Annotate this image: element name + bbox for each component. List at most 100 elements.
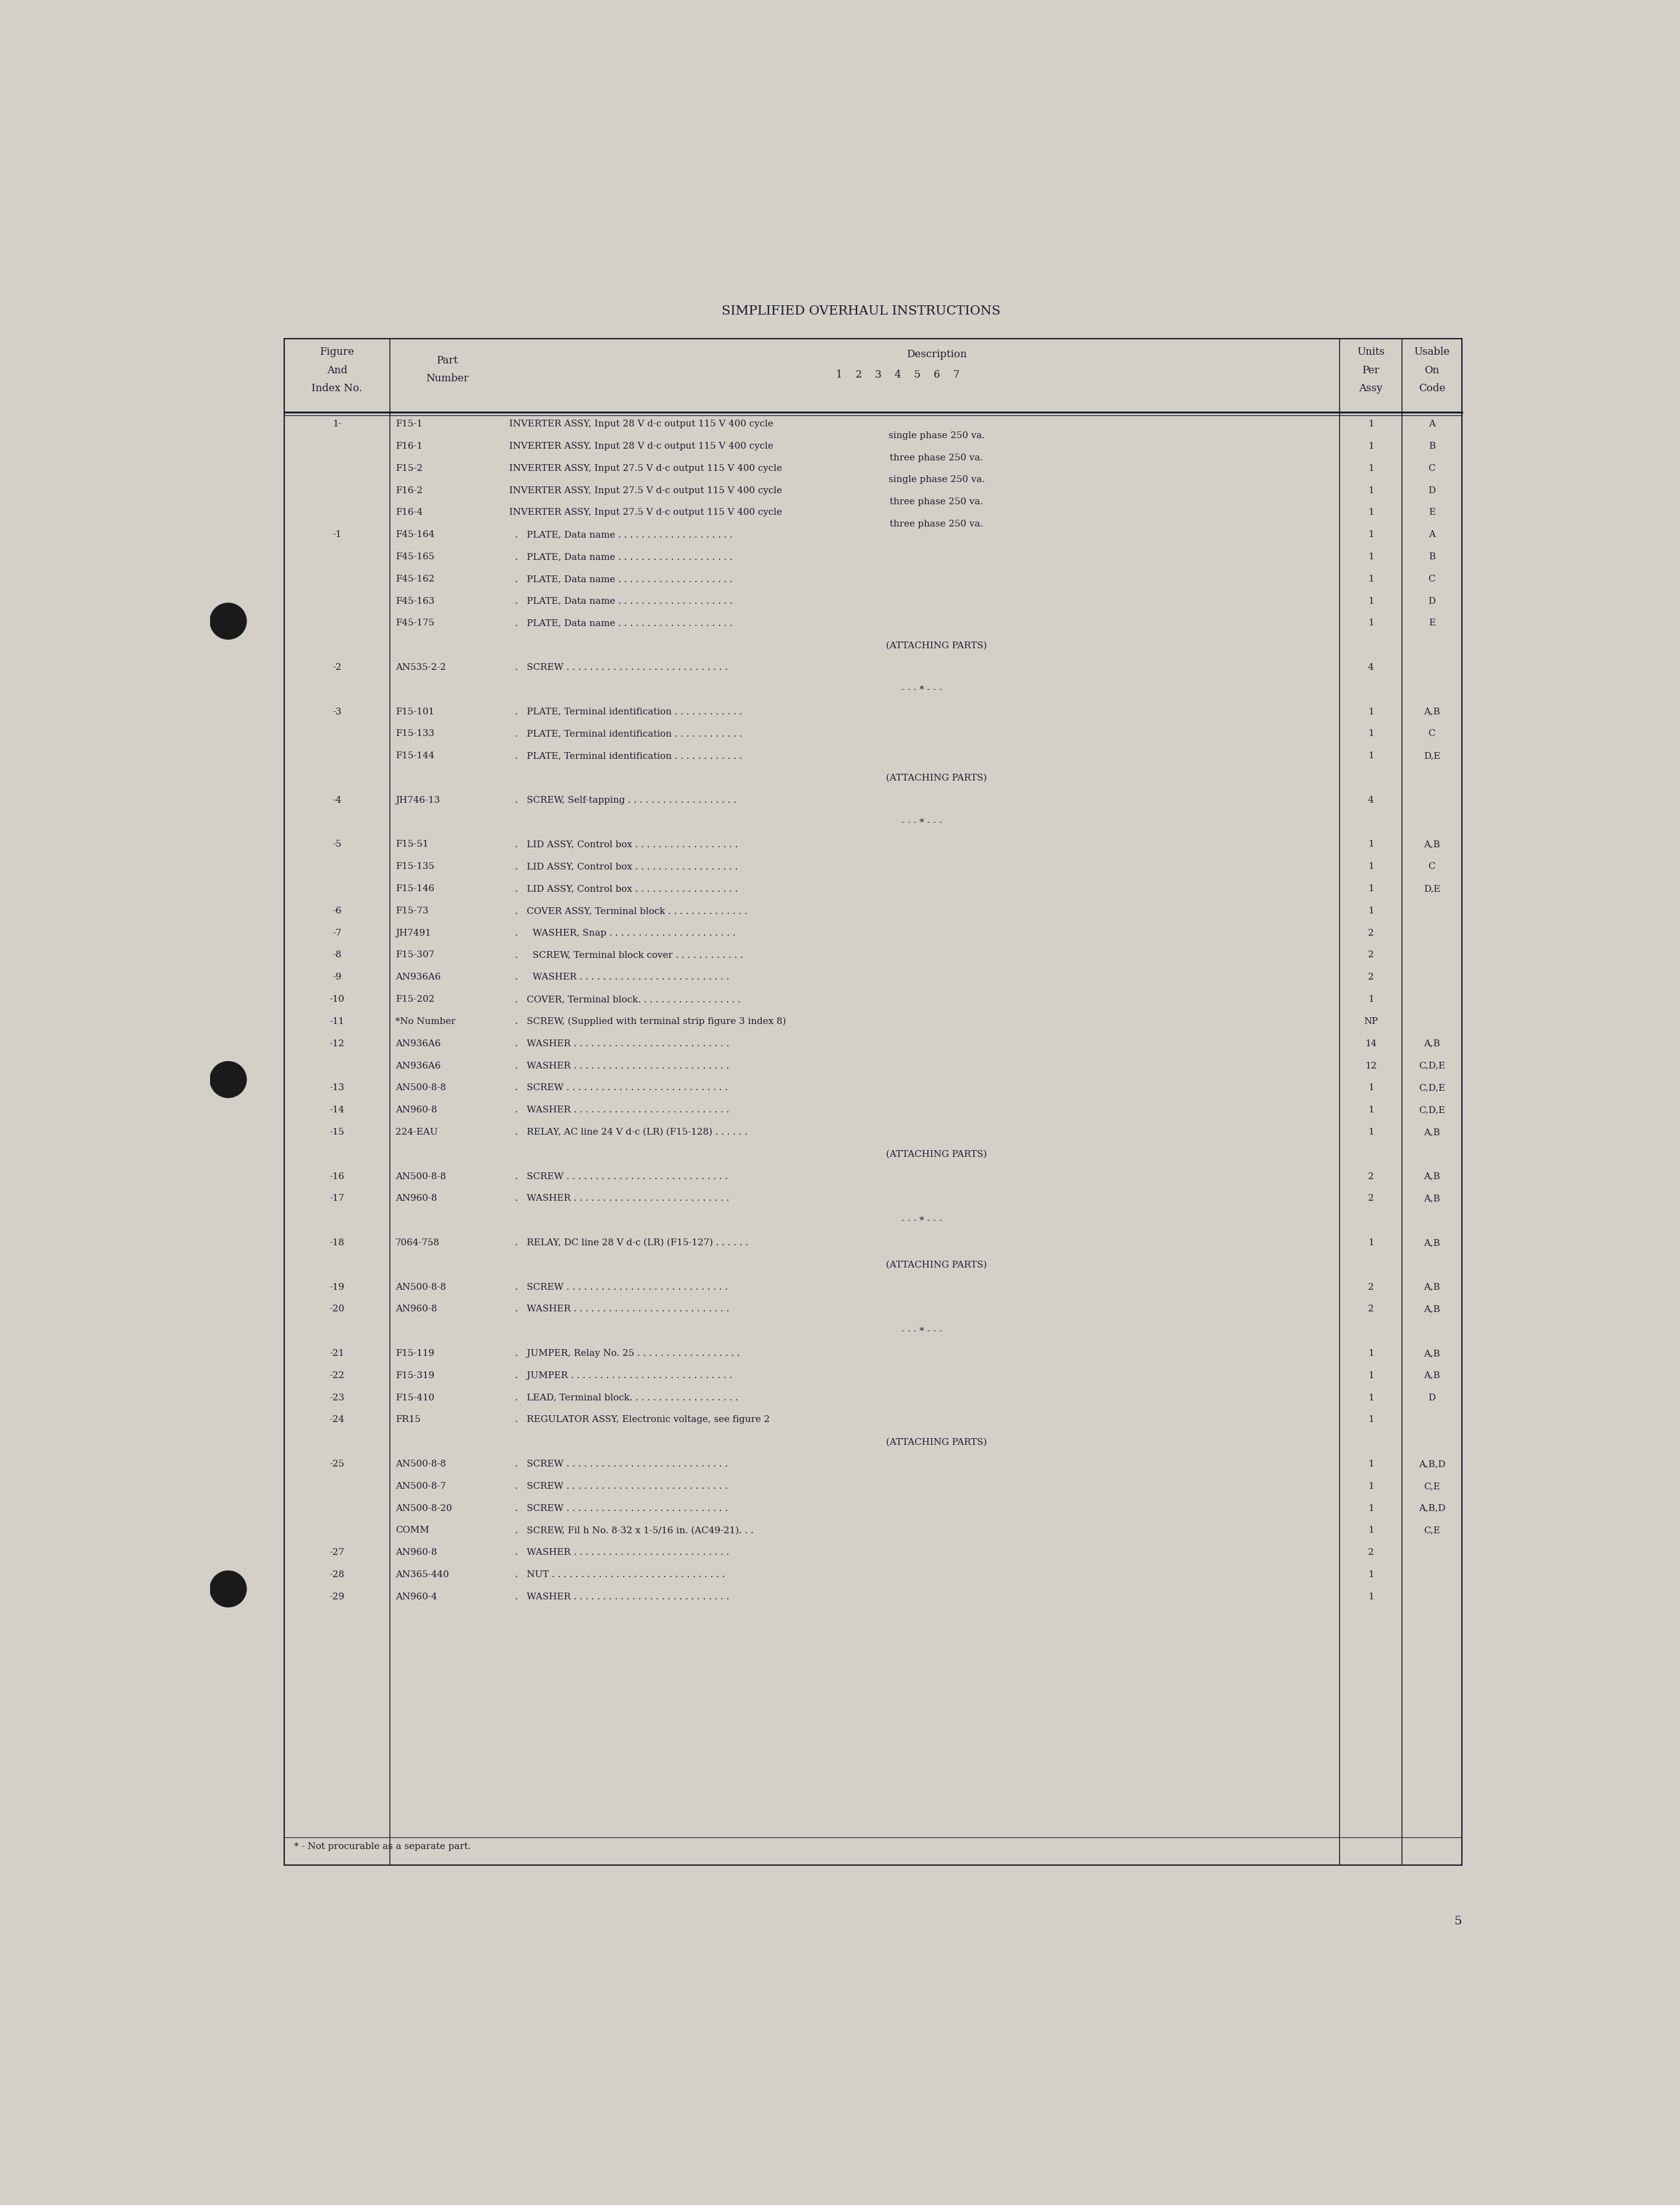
- Text: three phase 250 va.: three phase 250 va.: [890, 498, 983, 507]
- Text: F15-144: F15-144: [395, 752, 435, 761]
- Text: .   PLATE, Terminal identification . . . . . . . . . . . .: . PLATE, Terminal identification . . . .…: [509, 752, 743, 761]
- Text: .     SCREW, Terminal block cover . . . . . . . . . . . .: . SCREW, Terminal block cover . . . . . …: [509, 950, 743, 959]
- Text: 1: 1: [1368, 1372, 1374, 1380]
- Text: 2: 2: [1368, 1195, 1374, 1204]
- Text: F15-1: F15-1: [395, 419, 422, 428]
- Text: C: C: [1428, 862, 1435, 871]
- Text: C: C: [1428, 463, 1435, 472]
- Text: 1: 1: [1368, 1504, 1374, 1513]
- Text: 1: 1: [1368, 752, 1374, 761]
- Text: AN960-4: AN960-4: [395, 1592, 437, 1601]
- Text: Assy: Assy: [1359, 384, 1383, 395]
- Text: 1: 1: [1368, 884, 1374, 893]
- Text: -25: -25: [329, 1460, 344, 1469]
- Text: Part: Part: [437, 355, 459, 366]
- Text: INVERTER ASSY, Input 28 V d-c output 115 V 400 cycle: INVERTER ASSY, Input 28 V d-c output 115…: [509, 441, 773, 450]
- Text: A,B: A,B: [1423, 1305, 1440, 1314]
- Text: SIMPLIFIED OVERHAUL INSTRUCTIONS: SIMPLIFIED OVERHAUL INSTRUCTIONS: [722, 304, 1000, 318]
- Text: .   SCREW . . . . . . . . . . . . . . . . . . . . . . . . . . . .: . SCREW . . . . . . . . . . . . . . . . …: [509, 1283, 727, 1292]
- Text: INVERTER ASSY, Input 28 V d-c output 115 V 400 cycle: INVERTER ASSY, Input 28 V d-c output 115…: [509, 419, 773, 428]
- Text: F15-410: F15-410: [395, 1394, 435, 1402]
- Text: JH746-13: JH746-13: [395, 796, 440, 805]
- Text: 12: 12: [1364, 1061, 1376, 1069]
- Text: A,B: A,B: [1423, 1039, 1440, 1047]
- Text: F15-202: F15-202: [395, 994, 435, 1003]
- Text: -23: -23: [329, 1394, 344, 1402]
- Text: .   RELAY, AC line 24 V d-c (LR) (F15-128) . . . . . .: . RELAY, AC line 24 V d-c (LR) (F15-128)…: [509, 1127, 748, 1136]
- Text: .   SCREW, (Supplied with terminal strip figure 3 index 8): . SCREW, (Supplied with terminal strip f…: [509, 1017, 786, 1025]
- Text: 1: 1: [1368, 1127, 1374, 1136]
- Text: .   PLATE, Terminal identification . . . . . . . . . . . .: . PLATE, Terminal identification . . . .…: [509, 730, 743, 739]
- Text: 4: 4: [1368, 664, 1374, 673]
- Text: .   WASHER . . . . . . . . . . . . . . . . . . . . . . . . . . .: . WASHER . . . . . . . . . . . . . . . .…: [509, 1548, 729, 1557]
- Text: A,B: A,B: [1423, 1372, 1440, 1380]
- Text: A: A: [1428, 419, 1435, 428]
- Text: C,E: C,E: [1423, 1526, 1440, 1535]
- Text: 1: 1: [1368, 708, 1374, 717]
- Text: D,E: D,E: [1423, 752, 1440, 761]
- Text: A,B,D: A,B,D: [1418, 1504, 1445, 1513]
- Text: .   WASHER . . . . . . . . . . . . . . . . . . . . . . . . . . .: . WASHER . . . . . . . . . . . . . . . .…: [509, 1305, 729, 1314]
- Text: (ATTACHING PARTS): (ATTACHING PARTS): [885, 1261, 986, 1270]
- Text: .   WASHER . . . . . . . . . . . . . . . . . . . . . . . . . . .: . WASHER . . . . . . . . . . . . . . . .…: [509, 1105, 729, 1114]
- Text: 1: 1: [1368, 730, 1374, 739]
- Text: C: C: [1428, 730, 1435, 739]
- Text: A,B: A,B: [1423, 708, 1440, 717]
- Text: AN960-8: AN960-8: [395, 1305, 437, 1314]
- Text: AN960-8: AN960-8: [395, 1105, 437, 1114]
- Text: AN960-8: AN960-8: [395, 1195, 437, 1204]
- Text: AN500-8-20: AN500-8-20: [395, 1504, 452, 1513]
- Text: .   WASHER . . . . . . . . . . . . . . . . . . . . . . . . . . .: . WASHER . . . . . . . . . . . . . . . .…: [509, 1061, 729, 1069]
- Bar: [284, 337, 1462, 1865]
- Text: F15-51: F15-51: [395, 840, 428, 849]
- Text: F16-4: F16-4: [395, 507, 423, 516]
- Text: .   SCREW . . . . . . . . . . . . . . . . . . . . . . . . . . . .: . SCREW . . . . . . . . . . . . . . . . …: [509, 1504, 727, 1513]
- Text: 1: 1: [1368, 1482, 1374, 1491]
- Text: - - - * - - -: - - - * - - -: [902, 686, 942, 695]
- Text: Index No.: Index No.: [311, 384, 363, 395]
- Text: (ATTACHING PARTS): (ATTACHING PARTS): [885, 1438, 986, 1446]
- Text: .   WASHER . . . . . . . . . . . . . . . . . . . . . . . . . . .: . WASHER . . . . . . . . . . . . . . . .…: [509, 1039, 729, 1047]
- Text: -2: -2: [333, 664, 341, 673]
- Text: .   PLATE, Data name . . . . . . . . . . . . . . . . . . . .: . PLATE, Data name . . . . . . . . . . .…: [509, 620, 732, 628]
- Text: 1: 1: [1368, 507, 1374, 516]
- Text: F45-162: F45-162: [395, 576, 435, 584]
- Text: 2: 2: [1368, 1173, 1374, 1180]
- Text: F15-133: F15-133: [395, 730, 435, 739]
- Text: (ATTACHING PARTS): (ATTACHING PARTS): [885, 642, 986, 650]
- Text: - - - * - - -: - - - * - - -: [902, 818, 942, 827]
- Text: .   PLATE, Data name . . . . . . . . . . . . . . . . . . . .: . PLATE, Data name . . . . . . . . . . .…: [509, 576, 732, 584]
- Text: .     WASHER . . . . . . . . . . . . . . . . . . . . . . . . . .: . WASHER . . . . . . . . . . . . . . . .…: [509, 972, 729, 981]
- Text: -29: -29: [329, 1592, 344, 1601]
- Text: -5: -5: [333, 840, 341, 849]
- Text: 1: 1: [1368, 553, 1374, 560]
- Circle shape: [210, 1061, 247, 1098]
- Text: .   PLATE, Terminal identification . . . . . . . . . . . .: . PLATE, Terminal identification . . . .…: [509, 708, 743, 717]
- Text: 1: 1: [1368, 1460, 1374, 1469]
- Text: INVERTER ASSY, Input 27.5 V d-c output 115 V 400 cycle: INVERTER ASSY, Input 27.5 V d-c output 1…: [509, 463, 783, 472]
- Text: AN936A6: AN936A6: [395, 972, 440, 981]
- Text: .   LID ASSY, Control box . . . . . . . . . . . . . . . . . .: . LID ASSY, Control box . . . . . . . . …: [509, 884, 738, 893]
- Text: 224-EAU: 224-EAU: [395, 1127, 438, 1136]
- Text: AN936A6: AN936A6: [395, 1039, 440, 1047]
- Text: -3: -3: [333, 708, 341, 717]
- Text: .   JUMPER . . . . . . . . . . . . . . . . . . . . . . . . . . . .: . JUMPER . . . . . . . . . . . . . . . .…: [509, 1372, 732, 1380]
- Text: .     WASHER, Snap . . . . . . . . . . . . . . . . . . . . . .: . WASHER, Snap . . . . . . . . . . . . .…: [509, 928, 736, 937]
- Text: -16: -16: [329, 1173, 344, 1180]
- Text: .   PLATE, Data name . . . . . . . . . . . . . . . . . . . .: . PLATE, Data name . . . . . . . . . . .…: [509, 553, 732, 560]
- Text: A,B: A,B: [1423, 1173, 1440, 1180]
- Text: D: D: [1428, 1394, 1435, 1402]
- Text: A,B: A,B: [1423, 1195, 1440, 1204]
- Text: 1    2    3    4    5    6    7: 1 2 3 4 5 6 7: [837, 370, 959, 379]
- Text: 1: 1: [1368, 1416, 1374, 1424]
- Text: AN500-8-8: AN500-8-8: [395, 1460, 445, 1469]
- Text: -17: -17: [329, 1195, 344, 1204]
- Text: F15-135: F15-135: [395, 862, 433, 871]
- Text: F15-146: F15-146: [395, 884, 435, 893]
- Text: 4: 4: [1368, 796, 1374, 805]
- Text: .   SCREW, Fil h No. 8-32 x 1-5/16 in. (AC49-21). . .: . SCREW, Fil h No. 8-32 x 1-5/16 in. (AC…: [509, 1526, 754, 1535]
- Text: A,B: A,B: [1423, 840, 1440, 849]
- Text: F45-175: F45-175: [395, 620, 433, 628]
- Text: F15-73: F15-73: [395, 906, 428, 915]
- Text: 1: 1: [1368, 441, 1374, 450]
